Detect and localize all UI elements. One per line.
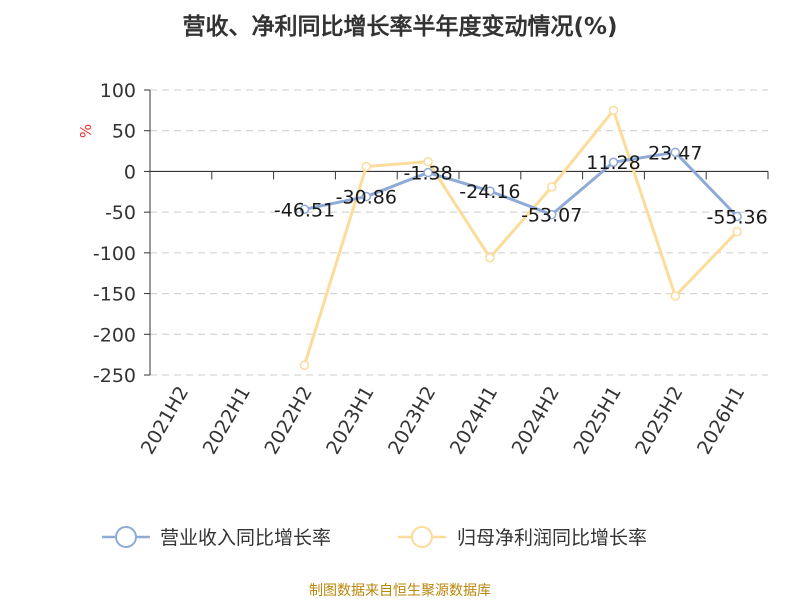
data-label: -53.07 — [521, 205, 582, 227]
y-tick-label: 0 — [124, 161, 136, 183]
legend-item-1[interactable]: 归母净利润同比增长率 — [398, 526, 647, 549]
data-point[interactable] — [485, 252, 495, 263]
data-point[interactable] — [299, 204, 310, 215]
y-tick-label: 50 — [112, 121, 136, 143]
data-label: -30.86 — [336, 187, 397, 209]
y-tick-label: -200 — [93, 324, 136, 346]
x-tick-label: 2025H1 — [569, 383, 625, 459]
data-point[interactable] — [670, 147, 681, 158]
series-layer — [299, 105, 742, 370]
x-tick-label: 2026H1 — [693, 383, 749, 459]
chart-title: 营收、净利同比增长率半年度变动情况(%) — [182, 13, 617, 40]
x-tick-label: 2021H2 — [137, 383, 193, 459]
data-point[interactable] — [423, 156, 433, 167]
data-point[interactable] — [485, 186, 495, 196]
data-labels: -46.51-30.86 -1.38 -24.16-53.07 11.28 23.47 -… — [274, 142, 768, 228]
y-axis-unit-label: % — [77, 124, 95, 138]
data-point[interactable] — [732, 226, 742, 237]
x-tick-label: 2023H1 — [322, 383, 378, 459]
x-tick-label: 2022H1 — [199, 383, 255, 459]
y-tick-label: 100 — [100, 80, 136, 102]
legend-marker — [411, 526, 433, 548]
x-tick-label: 2022H2 — [260, 383, 316, 459]
x-tick-label: 2024H2 — [508, 383, 564, 459]
y-axis-ticks: 100 50 0 -50 -100 -150 -200 -250 — [93, 80, 136, 387]
data-point[interactable] — [732, 211, 742, 222]
data-point[interactable] — [423, 167, 433, 178]
legend-marker — [115, 526, 137, 548]
data-label: -55.36 — [706, 207, 767, 229]
x-tick-label: 2023H2 — [384, 383, 440, 459]
data-point[interactable] — [546, 182, 557, 192]
y-tick-label: -250 — [93, 365, 136, 387]
legend-label: 归母净利润同比增长率 — [457, 527, 647, 549]
series-line-0 — [304, 150, 739, 218]
data-label: -24.16 — [459, 181, 520, 203]
y-tick-label: -100 — [93, 243, 136, 265]
data-label: 23.47 — [648, 142, 702, 164]
data-source-note: 制图数据来自恒生聚源数据库 — [309, 583, 491, 599]
data-label: 11.28 — [586, 152, 640, 174]
legend[interactable]: 营业收入同比增长率 归母净利润同比增长率 — [102, 526, 647, 549]
y-tick-label: -50 — [105, 202, 136, 224]
x-tick-label: 2024H1 — [446, 383, 502, 459]
data-label: -1.38 — [404, 163, 453, 185]
legend-label: 营业收入同比增长率 — [160, 527, 331, 549]
data-point[interactable] — [299, 360, 310, 370]
axes — [144, 89, 769, 376]
x-axis-ticks: 2021H2 2022H1 2022H2 2023H1 2023H2 2024H1 2024… — [137, 383, 750, 459]
series-line-1 — [303, 108, 739, 366]
data-point[interactable] — [361, 191, 372, 202]
data-label: -46.51 — [274, 199, 335, 221]
data-point[interactable] — [546, 209, 557, 220]
data-point[interactable] — [608, 105, 619, 116]
data-point[interactable] — [608, 157, 619, 167]
y-tick-label: -150 — [93, 284, 136, 306]
x-tick-label: 2025H2 — [631, 383, 687, 459]
grid-lines — [150, 89, 768, 376]
legend-item-0[interactable]: 营业收入同比增长率 — [102, 526, 331, 549]
data-point[interactable] — [361, 161, 372, 172]
data-point[interactable] — [670, 291, 681, 301]
